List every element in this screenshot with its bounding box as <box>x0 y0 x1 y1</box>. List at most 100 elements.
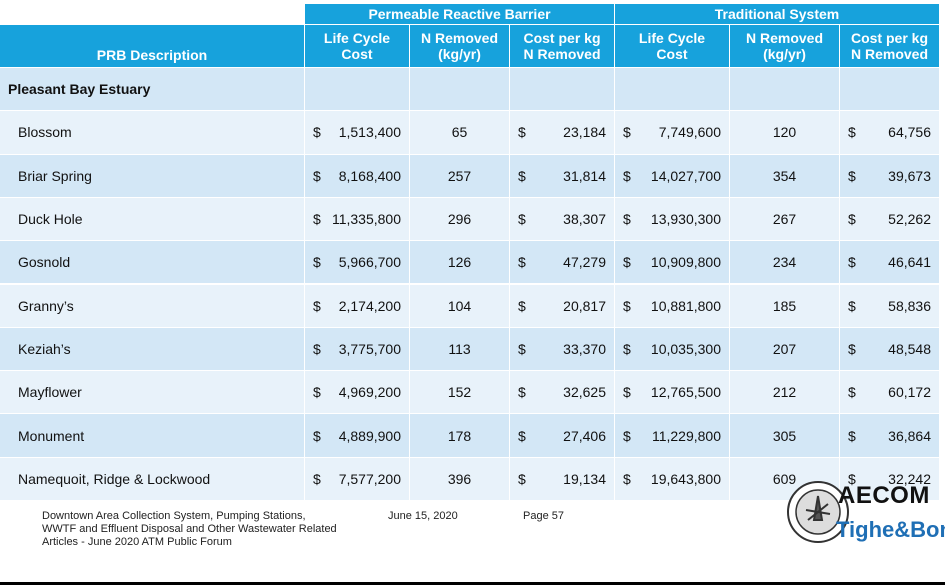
tighe-bond-logo: Tighe&Bond <box>836 517 945 542</box>
n-removed: 113 <box>410 327 510 372</box>
column-header: PRB Description <box>0 25 305 68</box>
amount: 46,641 <box>888 254 931 271</box>
currency-cell: $10,909,800 <box>615 241 730 285</box>
amount: 8,168,400 <box>338 167 401 184</box>
data-row: Briar Spring $8,168,400 257 $31,814 $14,027,… <box>0 154 940 198</box>
n-removed: 305 <box>730 414 840 458</box>
currency-symbol: $ <box>848 124 856 141</box>
amount: 2,174,200 <box>338 297 401 314</box>
currency-cell: $31,814 <box>510 154 615 198</box>
column-header: Life Cycle Cost <box>305 25 410 68</box>
amount: 47,279 <box>563 254 606 271</box>
currency-symbol: $ <box>313 297 321 314</box>
amount: 12,765,500 <box>650 384 721 401</box>
section-label: Pleasant Bay Estuary <box>0 68 305 112</box>
currency-symbol: $ <box>518 427 526 444</box>
amount: 19,134 <box>563 470 606 487</box>
column-header: Cost per kg N Removed <box>840 25 940 68</box>
amount: 38,307 <box>563 211 606 228</box>
row-label: Briar Spring <box>0 154 305 198</box>
currency-cell: $46,641 <box>840 241 940 285</box>
currency-cell: $20,817 <box>510 284 615 328</box>
currency-symbol: $ <box>623 211 631 228</box>
amount: 14,027,700 <box>650 167 721 184</box>
currency-cell: $8,168,400 <box>305 154 410 198</box>
amount: 19,643,800 <box>650 470 721 487</box>
section-cell <box>305 68 410 112</box>
currency-cell: $3,775,700 <box>305 327 410 372</box>
section-cell <box>840 68 940 112</box>
n-removed: 207 <box>730 327 840 372</box>
row-label: Mayflower <box>0 371 305 415</box>
n-removed: 267 <box>730 197 840 242</box>
amount: 20,817 <box>563 297 606 314</box>
currency-cell: $14,027,700 <box>615 154 730 198</box>
section-cell <box>730 68 840 112</box>
currency-symbol: $ <box>623 124 631 141</box>
currency-cell: $23,184 <box>510 111 615 155</box>
blank-header <box>0 4 305 25</box>
currency-symbol: $ <box>313 254 321 271</box>
data-row: Keziah’s $3,775,700 113 $33,370 $10,035,300 2… <box>0 327 940 372</box>
currency-cell: $12,765,500 <box>615 371 730 415</box>
currency-cell: $19,643,800 <box>615 457 730 501</box>
amount: 58,836 <box>888 297 931 314</box>
currency-cell: $39,673 <box>840 154 940 198</box>
currency-cell: $48,548 <box>840 327 940 372</box>
n-removed: 65 <box>410 111 510 155</box>
amount: 39,673 <box>888 167 931 184</box>
n-removed: 257 <box>410 154 510 198</box>
amount: 3,775,700 <box>338 340 401 357</box>
currency-symbol: $ <box>623 340 631 357</box>
group-header-row: Permeable Reactive Barrier Traditional Sy… <box>0 4 940 25</box>
currency-cell: $4,889,900 <box>305 414 410 458</box>
amount: 1,513,400 <box>338 124 401 141</box>
data-row: Granny’s $2,174,200 104 $20,817 $10,881,800 1… <box>0 284 940 328</box>
amount: 10,035,300 <box>650 340 721 357</box>
n-removed: 212 <box>730 371 840 415</box>
column-header: N Removed (kg/yr) <box>410 25 510 68</box>
currency-cell: $52,262 <box>840 197 940 242</box>
currency-symbol: $ <box>623 254 631 271</box>
data-row: Blossom $1,513,400 65 $23,184 $7,749,600 120 $… <box>0 111 940 155</box>
currency-cell: $10,881,800 <box>615 284 730 328</box>
currency-symbol: $ <box>848 211 856 228</box>
amount: 10,909,800 <box>650 254 721 271</box>
amount: 7,749,600 <box>658 124 721 141</box>
row-label: Granny’s <box>0 284 305 328</box>
currency-symbol: $ <box>623 470 631 487</box>
currency-cell: $38,307 <box>510 197 615 242</box>
currency-symbol: $ <box>313 211 321 228</box>
currency-cell: $27,406 <box>510 414 615 458</box>
currency-cell: $33,370 <box>510 327 615 372</box>
n-removed: 354 <box>730 154 840 198</box>
column-header: Life Cycle Cost <box>615 25 730 68</box>
currency-symbol: $ <box>518 211 526 228</box>
currency-cell: $47,279 <box>510 241 615 285</box>
amount: 60,172 <box>888 384 931 401</box>
currency-symbol: $ <box>848 470 856 487</box>
currency-cell: $32,242 <box>840 457 940 501</box>
currency-symbol: $ <box>313 384 321 401</box>
currency-symbol: $ <box>518 297 526 314</box>
currency-cell: $32,625 <box>510 371 615 415</box>
amount: 64,756 <box>888 124 931 141</box>
currency-symbol: $ <box>848 427 856 444</box>
currency-symbol: $ <box>518 340 526 357</box>
currency-cell: $11,229,800 <box>615 414 730 458</box>
currency-cell: $13,930,300 <box>615 197 730 242</box>
amount: 5,966,700 <box>338 254 401 271</box>
n-removed: 396 <box>410 457 510 501</box>
amount: 36,864 <box>888 427 931 444</box>
row-label: Duck Hole <box>0 197 305 242</box>
currency-symbol: $ <box>848 254 856 271</box>
section-cell <box>410 68 510 112</box>
amount: 33,370 <box>563 340 606 357</box>
currency-cell: $36,864 <box>840 414 940 458</box>
n-removed: 120 <box>730 111 840 155</box>
n-removed: 152 <box>410 371 510 415</box>
currency-cell: $64,756 <box>840 111 940 155</box>
aecom-logo: AECOM <box>838 482 930 509</box>
currency-symbol: $ <box>848 167 856 184</box>
currency-cell: $7,577,200 <box>305 457 410 501</box>
